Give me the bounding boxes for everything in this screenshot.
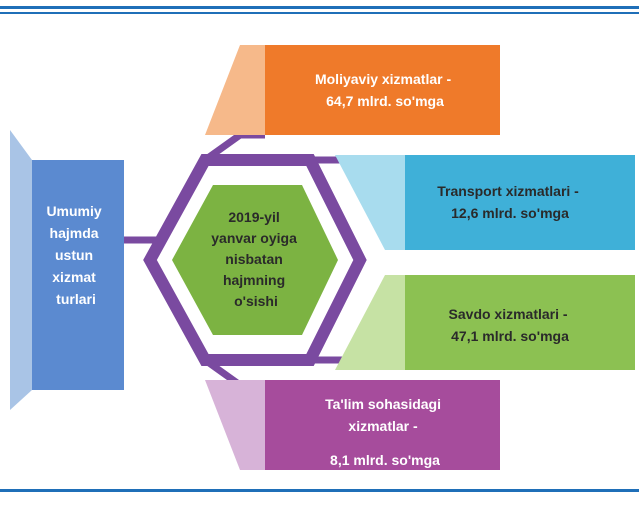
node-label: Savdo xizmatlari - 47,1 mlrd. so'mga bbox=[449, 306, 572, 344]
top-rule bbox=[0, 12, 639, 14]
source-side bbox=[10, 130, 32, 410]
hexagon-center bbox=[172, 185, 338, 335]
node-box bbox=[405, 155, 635, 250]
center-label: 2019-yil yanvar oyiga nisbatan hajmning … bbox=[211, 209, 301, 309]
node-side bbox=[205, 380, 265, 470]
node-box bbox=[405, 275, 635, 370]
node-label: Transport xizmatlari - 12,6 mlrd. so'mga bbox=[437, 183, 582, 221]
node-side bbox=[335, 275, 405, 370]
bottom-rule bbox=[0, 489, 639, 492]
top-rule bbox=[0, 6, 639, 9]
node-label: Moliyaviy xizmatlar - 64,7 mlrd. so'mga bbox=[315, 71, 455, 109]
source-label: Umumiy hajmda ustun xizmat turlari bbox=[46, 203, 105, 307]
node-side bbox=[335, 155, 405, 250]
node-label: Ta'lim sohasidagi xizmatlar - 8,1 mlrd. … bbox=[325, 396, 445, 468]
source-box bbox=[32, 160, 124, 390]
node-box bbox=[265, 45, 500, 135]
node-side bbox=[205, 45, 265, 135]
node-box bbox=[265, 380, 500, 470]
